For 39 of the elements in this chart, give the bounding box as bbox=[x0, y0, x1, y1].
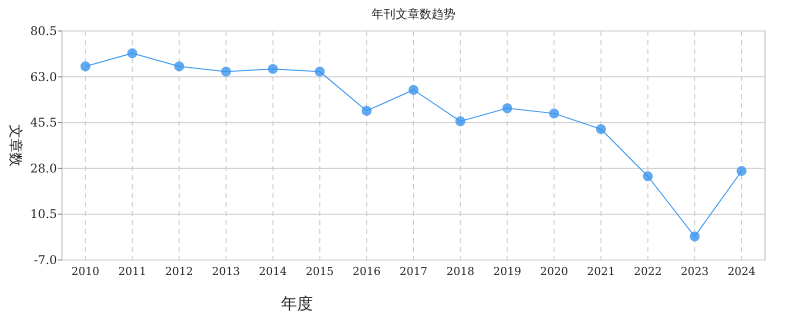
point bbox=[221, 66, 232, 77]
point bbox=[268, 64, 278, 74]
y-tick-label: -7.0 bbox=[34, 253, 57, 267]
x-tick-label: 2022 bbox=[634, 265, 662, 278]
y-tick-label: 28.0 bbox=[30, 161, 57, 176]
x-tick-label: 2012 bbox=[165, 265, 194, 278]
x-tick-label: 2019 bbox=[493, 265, 522, 278]
x-tick-label: 2023 bbox=[680, 265, 709, 278]
point bbox=[174, 61, 184, 72]
x-axis-title: 年度 bbox=[281, 294, 313, 313]
point bbox=[502, 103, 512, 114]
x-tick-label: 2018 bbox=[446, 265, 474, 278]
y-tick-label: 63.0 bbox=[30, 70, 57, 84]
point bbox=[314, 66, 325, 77]
point bbox=[549, 108, 560, 118]
x-tick-label: 2017 bbox=[400, 265, 428, 278]
point bbox=[596, 124, 606, 134]
point bbox=[455, 116, 466, 126]
point bbox=[690, 231, 700, 242]
y-tick-label: 10.5 bbox=[30, 207, 57, 222]
point bbox=[80, 61, 90, 72]
point bbox=[408, 84, 418, 95]
chart-title: 年刊文章数趋势 bbox=[372, 7, 456, 21]
x-tick-label: 2011 bbox=[118, 265, 146, 278]
y-tick-label: 80.5 bbox=[30, 24, 57, 38]
point bbox=[362, 106, 372, 116]
x-tick-label: 2014 bbox=[258, 265, 287, 278]
y-axis-title: 文章数 bbox=[7, 124, 23, 166]
x-tick-label: 2010 bbox=[71, 265, 100, 278]
point bbox=[127, 48, 138, 58]
x-tick-label: 2013 bbox=[212, 265, 240, 278]
x-tick-label: 2021 bbox=[586, 265, 615, 278]
x-tick-label: 2015 bbox=[306, 265, 334, 278]
x-tick-label: 2024 bbox=[728, 265, 756, 278]
point bbox=[736, 166, 747, 176]
x-tick-label: 2016 bbox=[352, 265, 381, 278]
x-tick-label: 2020 bbox=[540, 265, 568, 278]
y-tick-label: 45.5 bbox=[30, 116, 57, 130]
point bbox=[642, 171, 653, 182]
